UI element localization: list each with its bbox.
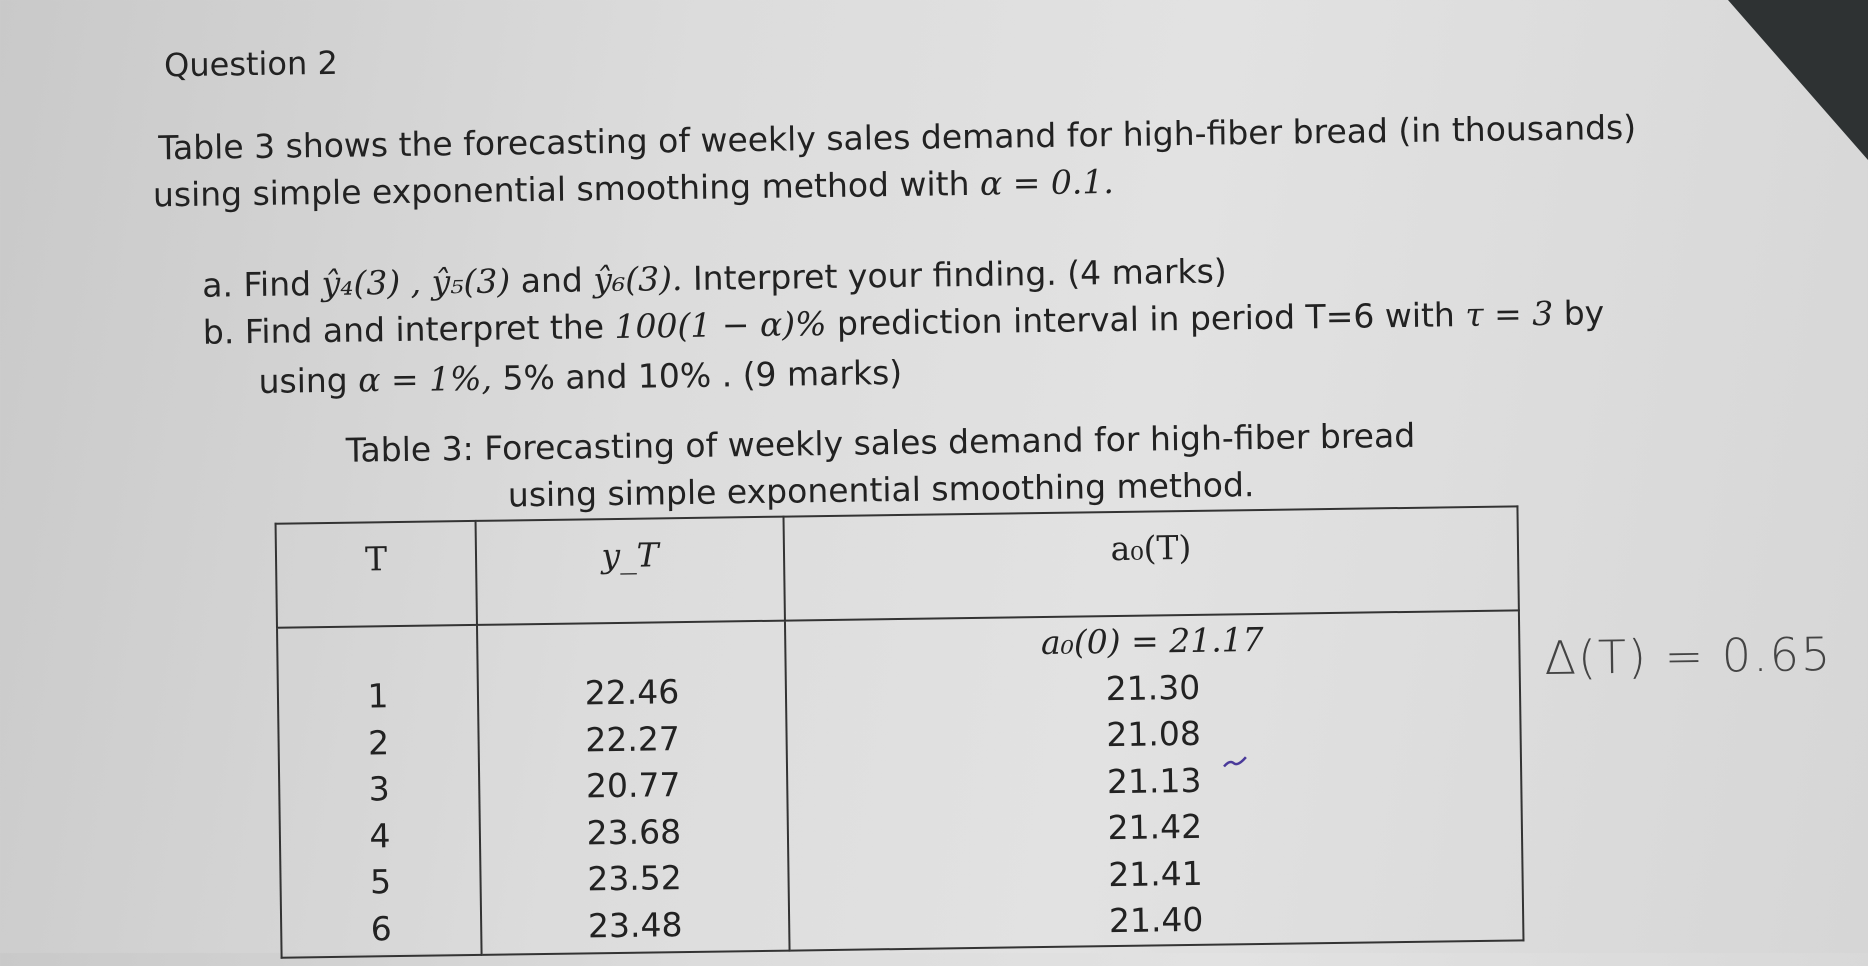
part-a: a. Find ŷ₄(3) , ŷ₅(3) and ŷ₆(3). Interpr… [202, 251, 1227, 304]
part-a-text: Interpret your finding. (4 marks) [692, 251, 1227, 298]
table-header-row: T y_T a₀(T) [275, 506, 1519, 628]
part-b-text: 5% and 10% . (9 marks) [502, 352, 903, 398]
part-b-line-2: using α = 1%, 5% and 10% . (9 marks) [258, 353, 902, 401]
table-cell-T: 5 [369, 862, 392, 902]
intro-line-2-text: using simple exponential smoothing metho… [152, 164, 970, 215]
table-cell-y: 23.52 [587, 858, 683, 899]
part-b-math: τ = 3 [1465, 293, 1554, 335]
column-t: 1 2 3 4 5 6 [277, 624, 482, 958]
part-b-math: α = 1%, [357, 358, 493, 400]
part-a-text: and [520, 260, 584, 301]
table-cell-y: 22.46 [584, 672, 680, 713]
table-cell-y: 20.77 [585, 765, 681, 806]
table-cell-T: 6 [370, 908, 392, 948]
part-b: b. Find and interpret the 100(1 − α)% pr… [203, 293, 1605, 352]
header-t: T [275, 520, 477, 628]
table-cell-T: 1 [367, 676, 389, 716]
table-cell-y: 22.27 [585, 718, 681, 759]
intro-line-2: using simple exponential smoothing metho… [153, 162, 1114, 214]
handwritten-note: Δ(T) = 0.65 [1544, 627, 1833, 686]
part-b-math: 100(1 − α)% [614, 304, 827, 346]
table-cell-T: 4 [369, 815, 391, 855]
table-cell-T: 2 [367, 722, 390, 762]
background-corner [1728, 0, 1868, 160]
part-b-text: prediction interval in period T=6 with [836, 295, 1456, 343]
part-a-label: a. [201, 265, 234, 305]
question-title: Question 2 [163, 43, 339, 85]
table-cell-T: 3 [368, 769, 391, 809]
part-a-math: ŷ₆(3). [593, 259, 683, 300]
header-a0: a₀(T) [783, 506, 1519, 621]
column-y: 22.46 22.27 20.77 23.68 23.52 23.48 [476, 620, 790, 955]
table-cell-a0: 21.40 [1108, 899, 1204, 941]
header-y: y_T [475, 516, 785, 625]
alpha-value: α = 0.1. [979, 161, 1115, 203]
column-a0: a₀(0) = 21.17 21.30 21.08 21.13 21.42 21.41 2… [784, 610, 1524, 951]
table-body: 1 2 3 4 5 6 22.46 22.27 20.77 23.68 23.52 23.48 a₀… [277, 610, 1524, 958]
part-a-text: Find [243, 264, 312, 305]
table-cell-y: 23.48 [587, 904, 683, 945]
table-cell-y: 23.68 [586, 811, 682, 852]
pen-check-mark [1223, 756, 1247, 768]
intro-line-1: Table 3 shows the forecasting of weekly … [158, 107, 1637, 168]
part-a-math: ŷ₄(3) , ŷ₅(3) [321, 261, 511, 304]
part-b-text: using [258, 360, 348, 401]
part-b-label: b. [202, 312, 235, 352]
part-b-text: Find and interpret the [244, 307, 605, 352]
part-b-text: by [1563, 293, 1605, 333]
